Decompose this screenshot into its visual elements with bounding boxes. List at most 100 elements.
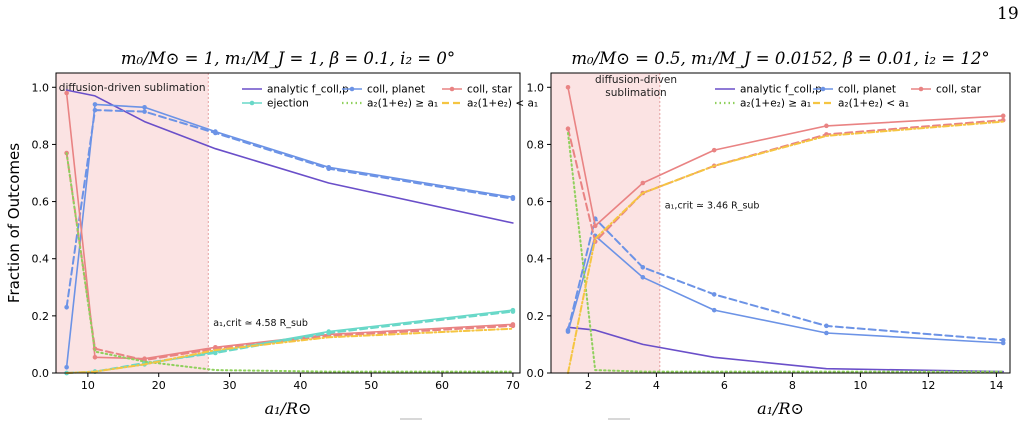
legend-marker [449,86,455,92]
point-planet_dashed [326,166,332,172]
legend-label: coll, planet [367,84,425,96]
legend-label: coll, star [936,84,982,96]
x-tick-label: 70 [506,379,520,392]
point-planet_dashed [64,304,69,310]
x-axis-label: a₁/R⊙ [265,399,312,418]
series-star_dashed [65,152,514,362]
x-axis-label: a₁/R⊙ [757,399,804,418]
legend-label: ejection [267,98,309,110]
legend-marker [249,100,255,106]
series-planet_solid [567,235,1005,344]
point-star_solid [1000,113,1006,119]
point-star_solid [565,84,571,90]
legend-label: analytic f_coll,p [740,84,822,96]
y-tick-label: 0.8 [527,138,545,151]
y-tick-label: 0.0 [527,367,545,380]
sublimation-region-label: diffusion-driven sublimation [595,74,677,99]
y-tick-label: 0.6 [527,196,545,209]
y-tick-label: 0.8 [32,138,50,151]
x-tick-label: 40 [293,379,307,392]
y-tick-label: 1.0 [527,81,545,94]
y-tick-label: 0.2 [32,310,50,323]
right-chart-panel: diffusion-driven sublimation a₁,crit ≃ 3.4… [527,49,1011,418]
left-chart-panel: diffusion-driven sublimation a₁,crit ≃ 4.… [5,49,538,418]
x-tick-label: 12 [921,379,935,392]
point-planet_dashed [711,292,717,297]
point-ejection_dashed [213,350,218,356]
point-planet_solid [640,274,646,280]
y-tick-label: 1.0 [32,81,50,94]
point-star_solid [711,147,717,153]
point-planet_dashed [213,130,218,136]
legend-label: a₂(1+e₂) < a₁ [467,98,538,110]
legend-label: coll, star [467,84,513,96]
legend-marker [349,86,355,92]
point-planet_dashed [92,107,98,113]
axes-frame [55,72,521,374]
page-number: 19 [997,4,1019,24]
series-analytic [65,89,514,224]
x-tick-label: 2 [585,379,592,392]
point-star_solid [92,354,98,360]
point-star_solid [640,180,646,186]
chart-title: m₀/M⊙ = 1, m₁/M_J = 1, β = 0.1, i₂ = 0° [121,49,455,68]
point-star_solid [824,123,829,129]
legend-label: a₂(1+e₂) < a₁ [838,98,909,110]
x-tick-label: 8 [789,379,796,392]
footer-rule-left [400,418,422,420]
y-tick-label: 0.4 [32,253,50,266]
point-planet_solid [824,330,829,336]
x-tick-label: 60 [435,379,449,392]
series-star_solid [567,86,1005,227]
y-axis-label: Fraction of Outcomes [5,143,23,303]
point-star_dashed [510,323,516,329]
y-tick-label: 0.6 [32,196,50,209]
chart-title: m₀/M⊙ = 0.5, m₁/M_J = 0.0152, β = 0.01, … [571,49,989,68]
point-planet_solid [64,364,69,370]
sublimation-region [56,73,209,373]
point-star_solid [64,90,69,96]
series-dotted_green [65,152,514,373]
y-tick-label: 0.2 [527,310,545,323]
point-planet_solid [142,104,147,110]
sublimation-region-label: diffusion-driven sublimation [59,82,206,94]
critical-line-label: a₁,crit ≃ 3.46 R_sub [665,201,760,212]
point-planet_dashed [1000,337,1006,343]
series-dashed_yellow [65,327,514,374]
point-planet_dashed [824,323,829,329]
point-star_dashed [565,126,571,132]
series-planet_dashed [567,217,1005,342]
critical-line-label: a₁,crit ≃ 4.58 R_sub [213,318,308,329]
axes-frame [550,72,1011,374]
legend-label: a₂(1+e₂) ≥ a₁ [740,98,811,110]
footer-rule-right [608,418,630,420]
legend-label: analytic f_coll,p [267,84,349,96]
point-ejection_dashed [510,309,516,314]
x-tick-label: 4 [653,379,660,392]
point-planet_dashed [565,327,571,333]
x-tick-label: 10 [853,379,867,392]
y-tick-label: 0.4 [527,253,545,266]
legend-marker [918,86,924,92]
x-tick-label: 10 [81,379,95,392]
x-tick-label: 20 [152,379,166,392]
series-dotted_green [567,132,1005,373]
series-planet_dashed [65,109,514,309]
point-planet_solid [711,307,717,313]
point-planet_dashed [640,264,646,270]
point-ejection_dashed [326,330,332,336]
y-tick-label: 0.0 [32,367,50,380]
point-star_solid [592,223,598,229]
x-tick-label: 14 [989,379,1003,392]
legend-marker [820,86,826,92]
series-dashed_yellow [567,120,1005,374]
point-planet_dashed [510,196,516,202]
x-tick-label: 30 [223,379,237,392]
legend-label: a₂(1+e₂) ≥ a₁ [367,98,438,110]
x-tick-label: 6 [721,379,728,392]
point-planet_solid [92,102,98,107]
x-tick-label: 50 [364,379,378,392]
point-planet_dashed [142,109,147,114]
legend-label: coll, planet [838,84,896,96]
